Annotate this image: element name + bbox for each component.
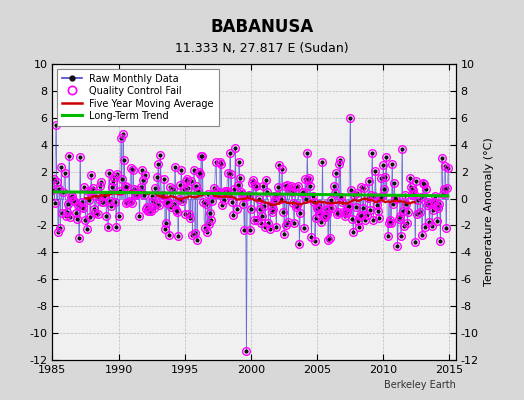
Text: BABANUSA: BABANUSA <box>210 18 314 36</box>
Legend: Raw Monthly Data, Quality Control Fail, Five Year Moving Average, Long-Term Tren: Raw Monthly Data, Quality Control Fail, … <box>57 69 219 126</box>
Text: Berkeley Earth: Berkeley Earth <box>384 380 456 390</box>
Y-axis label: Temperature Anomaly (°C): Temperature Anomaly (°C) <box>484 138 495 286</box>
Text: 11.333 N, 27.817 E (Sudan): 11.333 N, 27.817 E (Sudan) <box>175 42 349 55</box>
